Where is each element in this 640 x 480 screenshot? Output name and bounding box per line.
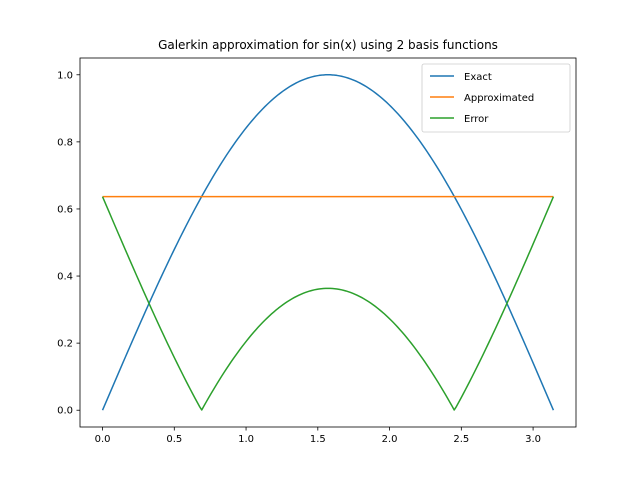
x-tick-label: 0.0 (95, 434, 111, 445)
y-tick-label: 0.0 (57, 406, 73, 417)
series-group (101, 74, 555, 411)
x-tick-label: 2.5 (453, 434, 469, 445)
legend: Exact Approximated Error (421, 63, 571, 133)
x-tick-label: 1.5 (310, 434, 326, 445)
y-tick-label: 1.0 (57, 70, 73, 81)
legend-label: Approximated (464, 93, 534, 104)
x-tick-label: 1.0 (238, 434, 254, 445)
x-axis: 0.0 0.5 1.0 1.5 2.0 2.5 3.0 (95, 427, 541, 445)
legend-label: Exact (464, 72, 492, 83)
series-line-error (101, 196, 555, 411)
x-tick-label: 3.0 (525, 434, 541, 445)
y-tick-label: 0.8 (57, 137, 73, 148)
series-line-exact (101, 74, 555, 411)
y-tick-label: 0.2 (57, 339, 73, 350)
y-axis: 0.0 0.2 0.4 0.6 0.8 1.0 (57, 70, 80, 417)
legend-label: Error (464, 114, 489, 125)
x-tick-label: 0.5 (166, 434, 182, 445)
legend-box (421, 63, 571, 133)
x-tick-label: 2.0 (382, 434, 398, 445)
chart-title: Galerkin approximation for sin(x) using … (158, 38, 498, 52)
y-tick-label: 0.6 (57, 204, 73, 215)
y-tick-label: 0.4 (57, 272, 73, 283)
